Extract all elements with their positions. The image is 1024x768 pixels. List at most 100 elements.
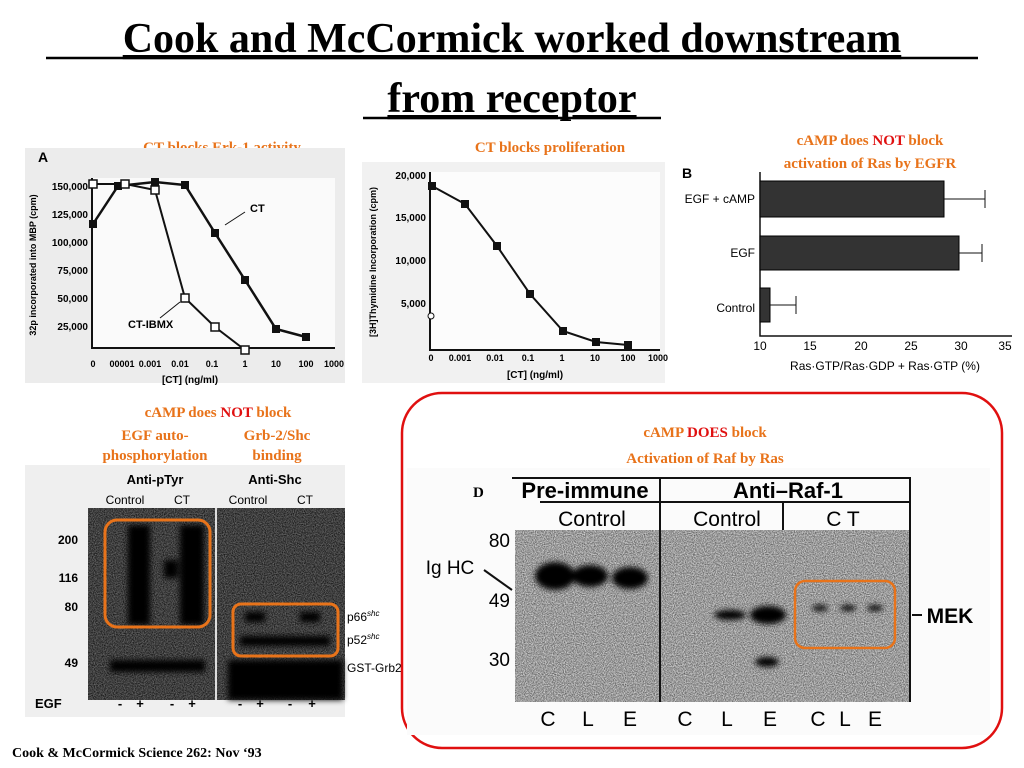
pointer [483,569,513,591]
y-label: [3H]Thymidine Incorporation (cpm) [368,187,378,337]
axis [759,172,1012,337]
panel-letter: A [38,149,48,165]
caption-emph: NOT [872,133,905,149]
caption: cAMP does NOT block [797,133,944,149]
lane-label: L [582,708,594,731]
mw-label: 30 [489,650,510,671]
pointer [159,301,181,319]
y-tick-label: 125,000 [52,210,89,221]
header: Anti–Raf-1 [733,478,843,503]
x-tick-label: 0.01 [486,353,504,363]
band-sup: shc [367,609,379,618]
row-label: EGF [35,696,62,711]
y-tick-label: 10,000 [395,256,426,267]
highlight [793,579,897,650]
bands [110,525,343,700]
y-tick-label: 25,000 [57,322,88,333]
band-label: p52shc [347,632,379,647]
x-tick-label: 00001 [109,359,134,369]
x-tick-label: 0.001 [449,353,472,363]
caption: phosphorylation [102,448,208,464]
mw-label: 49 [65,656,79,670]
group-label: Control [558,508,626,531]
mw-label: 80 [65,600,79,614]
sign: + [256,696,264,711]
lane-label: CT [174,493,191,507]
sign: + [308,696,316,711]
band-sup: shc [367,632,379,641]
caption: Activation of Raf by Ras [626,451,784,467]
x-label: Ras·GTP/Ras·GDP + Ras·GTP (%) [790,359,980,373]
y-tick-label: 100,000 [52,238,89,249]
x-tick-label: 0 [90,359,95,369]
band-name: p52 [347,633,367,647]
x-tick-label: 10 [590,353,600,363]
caption-part: cAMP does [797,133,869,149]
frame [400,391,1004,750]
lane-label: L [721,708,733,731]
sign: - [118,696,122,711]
band-name: p66 [347,610,367,624]
mw-label: 116 [59,571,79,585]
caption-part: block [732,425,768,441]
y-tick-label: 50,000 [57,294,88,305]
header: Anti-Shc [248,472,301,487]
sign: - [170,696,174,711]
mw-label: 49 [489,591,510,612]
pointer [224,211,246,226]
plot-area [430,172,660,350]
plot-area [92,178,335,348]
lane-label: C [810,708,825,731]
marker [427,312,435,320]
caption-part: cAMP [643,425,684,441]
y-label: 32p incorporated into MBP (cpm) [28,194,38,335]
lane-label: C [540,708,555,731]
highlight [103,518,212,629]
lane-label: E [623,708,637,731]
lane-label: Control [106,493,145,507]
title-line: from receptor [387,76,636,122]
series-label: CT-IBMX [128,319,174,331]
x-tick-label: 1 [559,353,564,363]
sign: - [238,696,242,711]
error-bars [770,190,986,314]
caption-emph: NOT [220,405,253,421]
x-tick-label: 1 [242,359,247,369]
category-label: EGF + cAMP [685,192,755,206]
axis [429,172,660,351]
y-tick-label: 15,000 [395,213,426,224]
band-label: p66shc [347,609,379,624]
x-tick-label: 30 [954,339,968,353]
series-label: CT [250,203,265,215]
sign: + [136,696,144,711]
caption: binding [252,448,302,464]
group-label: Control [693,508,761,531]
y-tick-label: 75,000 [57,266,88,277]
title-line: Cook and McCormick worked downstream [123,16,902,62]
lane-label: CT [297,493,314,507]
x-tick-label: 15 [803,339,817,353]
header: Anti-pTyr [127,472,184,487]
content: Cook and McCormick worked downstream fro… [12,16,1012,761]
lane-label: Control [229,493,268,507]
axis [91,178,335,349]
sign: - [288,696,292,711]
caption: Grb-2/Shc [244,428,311,444]
y-tick-label: 150,000 [52,182,89,193]
x-tick-label: 1000 [648,353,668,363]
x-tick-label: 20 [854,339,868,353]
x-label: [CT] (ng/ml) [507,370,563,381]
frame-lines [512,477,911,702]
lane-label: E [868,708,882,731]
x-tick-label: 0.001 [139,359,162,369]
x-tick-label: 100 [620,353,635,363]
mw-label: 80 [489,531,510,552]
highlight [231,602,340,658]
x-tick-label: 0 [428,353,433,363]
lane-label: C [677,708,692,731]
band-label: GST-Grb2 [347,661,402,675]
bars [759,180,960,323]
caption: EGF auto- [121,428,188,444]
caption-part: block [256,405,292,421]
